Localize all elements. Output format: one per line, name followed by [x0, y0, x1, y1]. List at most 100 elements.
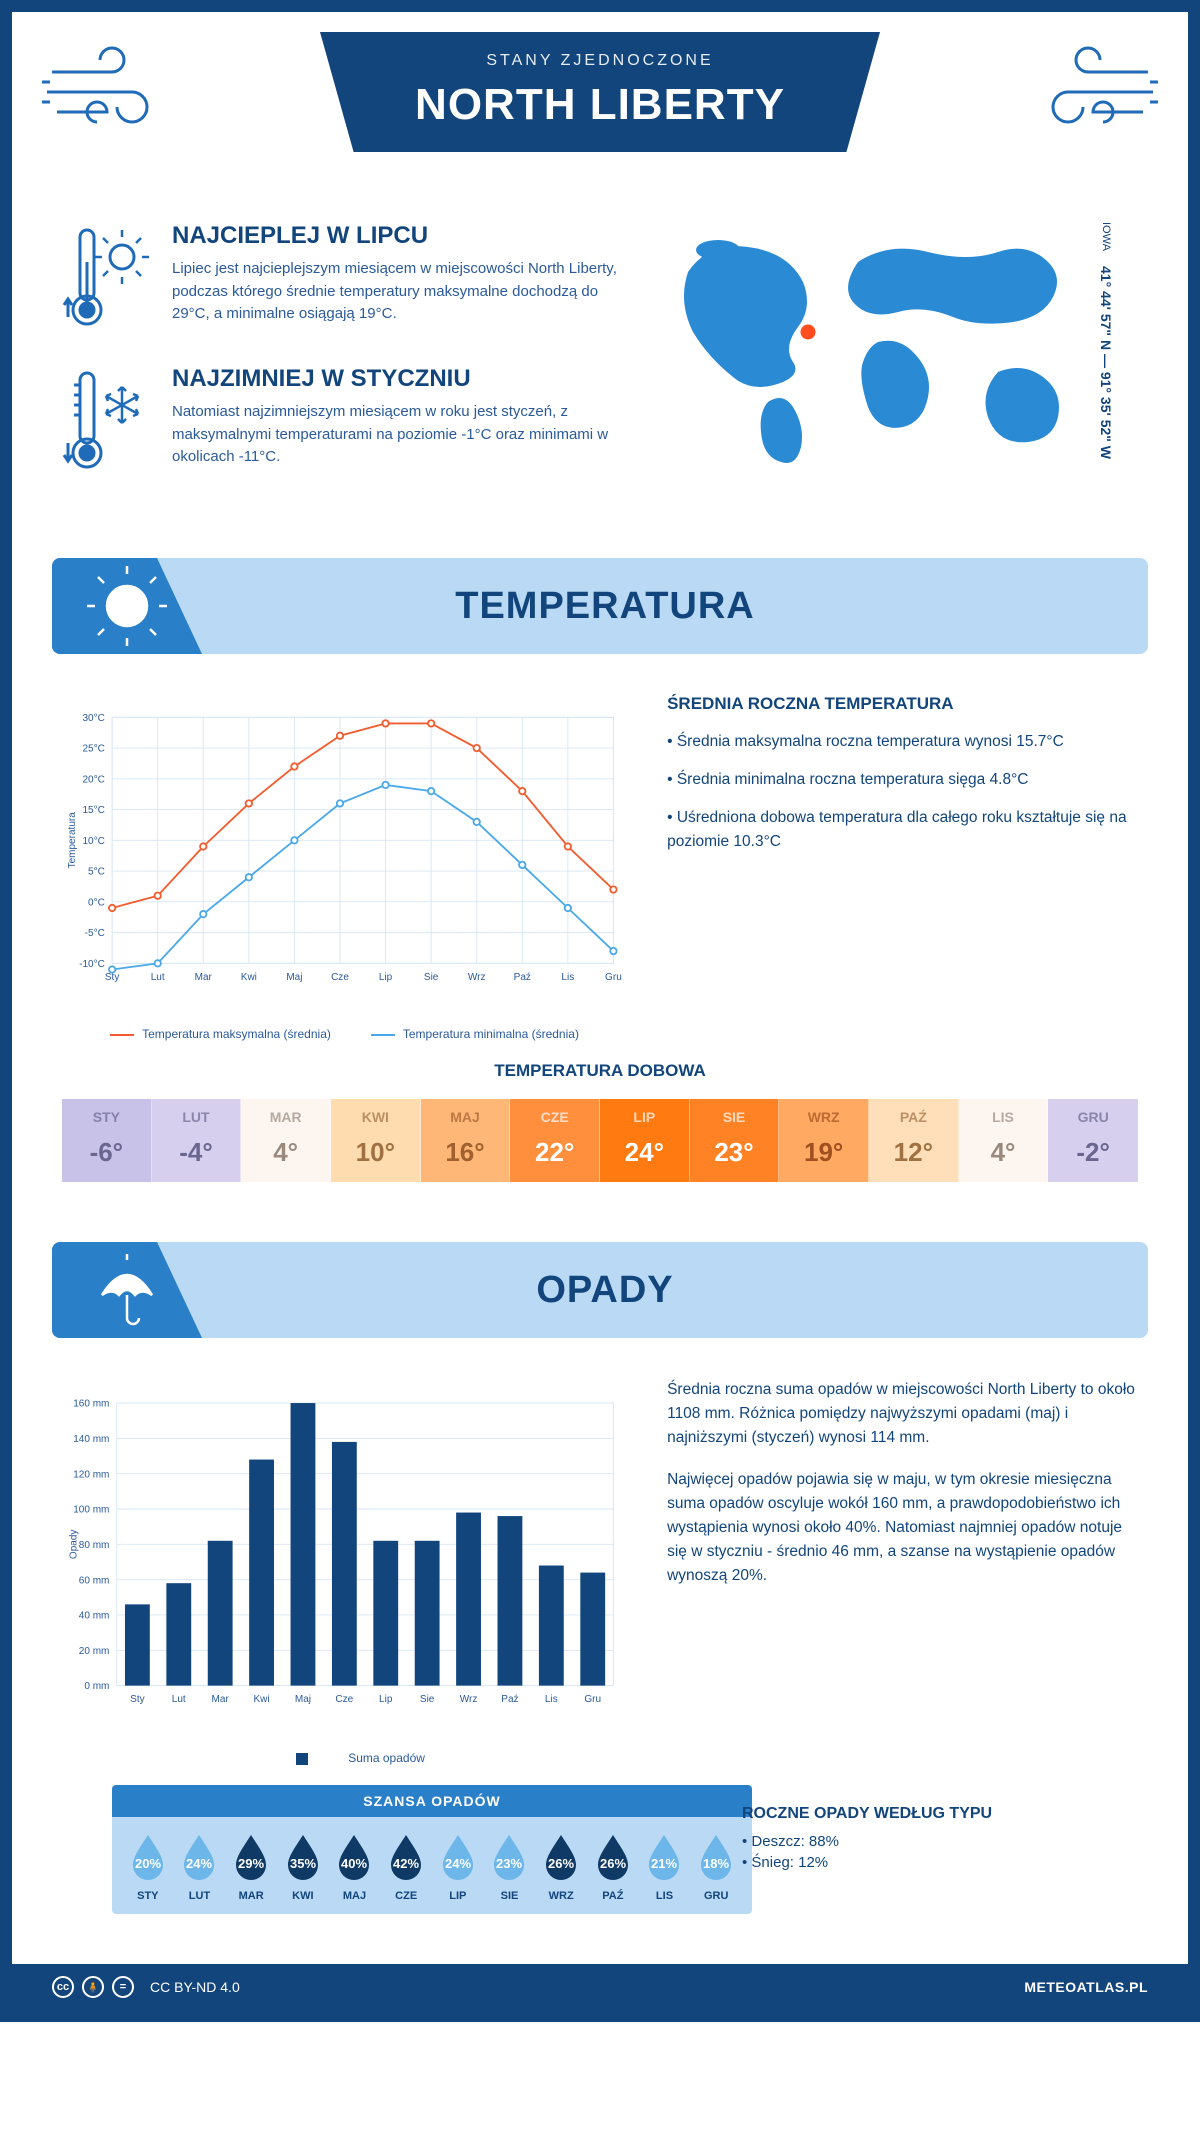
page-frame: NORTH LIBERTY STANY ZJEDNOCZONE	[0, 0, 1200, 2022]
temperature-title: TEMPERATURA	[202, 585, 1148, 628]
legend-max: Temperatura maksymalna (średnia)	[110, 1027, 331, 1041]
svg-text:Temperatura: Temperatura	[67, 812, 78, 869]
svg-text:160 mm: 160 mm	[73, 1399, 109, 1410]
legend-min: Temperatura minimalna (średnia)	[371, 1027, 579, 1041]
license-block: cc 🧍 = CC BY-ND 4.0	[52, 1976, 240, 1998]
svg-text:5°C: 5°C	[88, 867, 105, 878]
temperature-chart: -10°C-5°C0°C5°C10°C15°C20°C25°C30°CStyLu…	[62, 694, 627, 1041]
svg-text:20°C: 20°C	[82, 774, 104, 785]
thermometer-sun-icon	[62, 222, 152, 337]
umbrella-icon	[52, 1242, 202, 1338]
svg-text:29%: 29%	[238, 1856, 264, 1871]
type-item: • Deszcz: 88%	[742, 1833, 1138, 1850]
svg-text:21%: 21%	[651, 1856, 677, 1871]
nd-icon: =	[112, 1976, 134, 1998]
svg-text:Sty: Sty	[130, 1694, 144, 1705]
daily-value: 23°	[690, 1137, 779, 1168]
map-marker-icon	[799, 323, 817, 341]
svg-text:Lip: Lip	[379, 972, 393, 983]
svg-text:0°C: 0°C	[88, 897, 105, 908]
svg-text:23%: 23%	[496, 1856, 522, 1871]
svg-text:40 mm: 40 mm	[79, 1611, 110, 1622]
daily-value: 10°	[331, 1137, 420, 1168]
by-icon: 🧍	[82, 1976, 104, 1998]
title-ribbon: NORTH LIBERTY STANY ZJEDNOCZONE	[320, 32, 880, 152]
wind-icon-right	[1018, 42, 1158, 142]
daily-temp-cell: WRZ19°	[779, 1099, 869, 1182]
daily-temp-cell: LIP24°	[600, 1099, 690, 1182]
svg-text:35%: 35%	[290, 1856, 316, 1871]
daily-temp-cell: LIS4°	[959, 1099, 1049, 1182]
daily-month: KWI	[331, 1109, 420, 1125]
daily-temp-cell: MAJ 16°	[421, 1099, 511, 1182]
precip-chance: SZANSA OPADÓW 20%STY24%LUT29%MAR35%KWI40…	[112, 1785, 752, 1914]
cc-icon: cc	[52, 1976, 74, 1998]
daily-month: STY	[62, 1109, 151, 1125]
region-label: IOWA	[1100, 222, 1112, 251]
svg-text:80 mm: 80 mm	[79, 1540, 110, 1551]
precip-paragraph: Średnia roczna suma opadów w miejscowośc…	[667, 1378, 1138, 1450]
svg-text:Opady: Opady	[69, 1530, 80, 1560]
daily-month: LIP	[600, 1109, 689, 1125]
svg-text:Gru: Gru	[605, 972, 622, 983]
svg-text:100 mm: 100 mm	[73, 1505, 109, 1516]
svg-text:20%: 20%	[135, 1856, 161, 1871]
coordinates-label: 41° 44' 57" N — 91° 35' 52" W	[1098, 256, 1114, 459]
svg-text:Kwi: Kwi	[253, 1694, 269, 1705]
daily-temp-cell: GRU-2°	[1048, 1099, 1138, 1182]
daily-month: MAJ	[421, 1109, 510, 1125]
fact-cold-title: NAJZIMNIEJ W STYCZNIU	[172, 365, 628, 393]
daily-temp-cell: CZE22°	[510, 1099, 600, 1182]
daily-temp-cell: SIE23°	[690, 1099, 780, 1182]
daily-value: 22°	[510, 1137, 599, 1168]
svg-text:10°C: 10°C	[82, 836, 104, 847]
chance-drop: 23% SIE	[484, 1833, 536, 1902]
svg-text:Lis: Lis	[561, 972, 574, 983]
daily-value: 19°	[779, 1137, 868, 1168]
svg-text:Kwi: Kwi	[241, 972, 257, 983]
chance-month: MAR	[225, 1890, 277, 1902]
page-title: NORTH LIBERTY	[320, 80, 880, 130]
svg-text:Gru: Gru	[584, 1694, 601, 1705]
legend-sum: Suma opadów	[264, 1751, 425, 1765]
precip-banner: OPADY	[52, 1242, 1148, 1338]
svg-text:60 mm: 60 mm	[79, 1575, 110, 1586]
daily-value: 4°	[959, 1137, 1048, 1168]
temperature-summary: ŚREDNIA ROCZNA TEMPERATURA • Średnia mak…	[667, 694, 1138, 1041]
precip-legend: Suma opadów	[62, 1751, 627, 1765]
svg-text:24%: 24%	[445, 1856, 471, 1871]
chance-month: LUT	[174, 1890, 226, 1902]
thermometer-snow-icon	[62, 365, 152, 480]
chance-drop: 21%LIS	[639, 1833, 691, 1902]
svg-text:Wrz: Wrz	[468, 972, 486, 983]
temp-side-point: • Uśredniona dobowa temperatura dla całe…	[667, 806, 1138, 854]
daily-value: -4°	[152, 1137, 241, 1168]
intro-facts: NAJCIEPLEJ W LIPCU Lipiec jest najcieple…	[62, 222, 628, 508]
chance-drop: 42%CZE	[380, 1833, 432, 1902]
svg-text:120 mm: 120 mm	[73, 1469, 109, 1480]
location-block: IOWA 41° 44' 57" N — 91° 35' 52" W	[658, 222, 1138, 508]
precip-type: ROCZNE OPADY WEDŁUG TYPU • Deszcz: 88%• …	[742, 1805, 1138, 1871]
temp-side-point: • Średnia maksymalna roczna temperatura …	[667, 730, 1138, 754]
fact-hottest: NAJCIEPLEJ W LIPCU Lipiec jest najcieple…	[62, 222, 628, 337]
license-text: CC BY-ND 4.0	[150, 1979, 240, 1995]
chance-month: PAŹ	[587, 1890, 639, 1902]
daily-month: MAR	[241, 1109, 330, 1125]
header: NORTH LIBERTY STANY ZJEDNOCZONE	[12, 12, 1188, 202]
svg-text:24%: 24%	[186, 1856, 212, 1871]
svg-text:Lut: Lut	[151, 972, 165, 983]
wind-icon-left	[42, 42, 182, 142]
svg-text:26%: 26%	[600, 1856, 626, 1871]
chance-month: SIE	[484, 1890, 536, 1902]
daily-value: 16°	[421, 1137, 510, 1168]
daily-temp-cell: STY-6°	[62, 1099, 152, 1182]
precip-body: 0 mm20 mm40 mm60 mm80 mm100 mm120 mm140 …	[12, 1358, 1188, 1775]
daily-temp-title: TEMPERATURA DOBOWA	[62, 1061, 1138, 1081]
daily-month: GRU	[1048, 1109, 1138, 1125]
chance-drop: 40%MAJ	[329, 1833, 381, 1902]
svg-text:Lis: Lis	[545, 1694, 558, 1705]
fact-hot-title: NAJCIEPLEJ W LIPCU	[172, 222, 628, 250]
chance-drop: 26%WRZ	[535, 1833, 587, 1902]
type-title: ROCZNE OPADY WEDŁUG TYPU	[742, 1805, 1138, 1823]
svg-text:0 mm: 0 mm	[84, 1681, 109, 1692]
